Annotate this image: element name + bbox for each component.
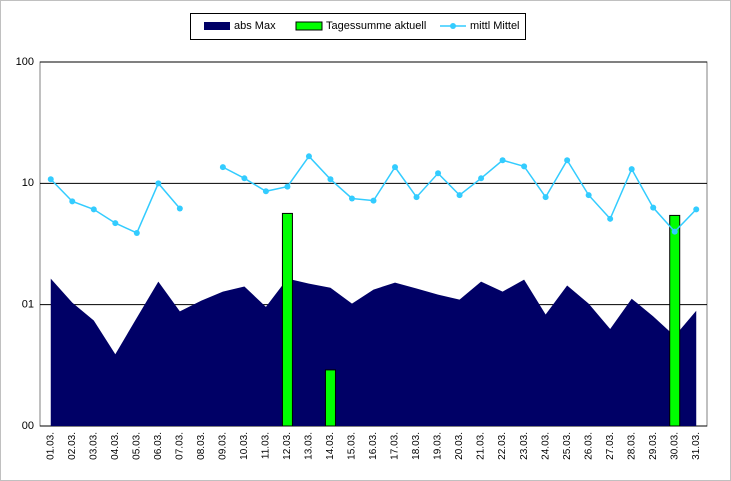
line-marker [499, 157, 506, 164]
line-marker [112, 220, 119, 227]
x-tick-label: 16.03. [368, 432, 379, 460]
line-marker [607, 215, 614, 222]
x-tick-label: 31.03. [691, 432, 702, 460]
x-tick-label: 02.03. [67, 432, 78, 460]
line-marker [327, 176, 334, 183]
x-tick-label: 13.03. [304, 432, 315, 460]
bar [281, 212, 293, 427]
x-tick-label: 29.03. [648, 432, 659, 460]
x-tick-label: 10.03. [239, 432, 250, 460]
line-marker [241, 175, 248, 182]
line-marker [305, 153, 312, 160]
x-tick-label: 22.03. [497, 432, 508, 460]
line-marker [693, 206, 700, 213]
x-tick-label: 17.03. [390, 432, 401, 460]
line-marker [521, 163, 528, 170]
x-tick-label: 24.03. [540, 432, 551, 460]
line-marker [542, 194, 549, 201]
x-tick-label: 01.03. [45, 432, 56, 460]
x-tick-label: 12.03. [282, 432, 293, 460]
y-tick-label: 01 [22, 299, 34, 311]
line-marker [435, 170, 442, 177]
x-tick-label: 30.03. [669, 432, 680, 460]
x-tick-label: 04.03. [110, 432, 121, 460]
legend-swatch [450, 23, 456, 29]
x-tick-label: 06.03. [153, 432, 164, 460]
x-tick-label: 26.03. [583, 432, 594, 460]
line-marker [69, 198, 76, 205]
line-marker [348, 195, 355, 202]
line-marker [155, 180, 162, 187]
x-tick-label: 11.03. [261, 432, 272, 459]
line-marker [219, 164, 226, 171]
bar [324, 369, 336, 427]
legend-swatch [204, 22, 230, 30]
y-tick-label: 10 [22, 177, 34, 189]
legend-swatch [295, 21, 323, 31]
legend-label: abs Max [234, 20, 276, 32]
x-tick-label: 15.03. [347, 432, 358, 460]
line-marker [284, 183, 291, 190]
line-marker [413, 194, 420, 201]
x-tick-label: 09.03. [218, 432, 229, 460]
x-tick-label: 20.03. [454, 432, 465, 460]
line-marker [262, 188, 269, 195]
legend-label: mittl Mittel [470, 20, 520, 32]
x-tick-label: 07.03. [174, 432, 185, 460]
line-marker [671, 228, 678, 235]
x-tick-label: 25.03. [562, 432, 573, 460]
x-tick-label: 27.03. [605, 432, 616, 460]
x-tick-label: 21.03. [476, 432, 487, 460]
x-tick-label: 03.03. [88, 432, 99, 460]
line-marker [564, 157, 571, 164]
x-tick-label: 05.03. [131, 432, 142, 460]
line-marker [370, 197, 377, 204]
line-marker [456, 192, 463, 199]
area [50, 278, 697, 426]
y-tick-label: 100 [16, 56, 34, 68]
line-marker [650, 204, 657, 211]
legend-label: Tagessumme aktuell [326, 20, 426, 32]
x-tick-label: 14.03. [325, 432, 336, 460]
line-marker [585, 192, 592, 199]
line-marker [90, 206, 97, 213]
legend [190, 13, 526, 40]
x-tick-label: 18.03. [411, 432, 422, 460]
bar [669, 214, 681, 427]
line-marker [478, 175, 485, 182]
line-marker [176, 205, 183, 212]
line-marker [392, 164, 399, 171]
x-tick-label: 28.03. [626, 432, 637, 460]
x-tick-label: 23.03. [519, 432, 530, 460]
line-marker [47, 176, 54, 183]
y-tick-label: 00 [22, 420, 34, 432]
x-tick-label: 08.03. [196, 432, 207, 460]
line-marker [628, 166, 635, 173]
line-marker [133, 229, 140, 236]
x-tick-label: 19.03. [433, 432, 444, 460]
